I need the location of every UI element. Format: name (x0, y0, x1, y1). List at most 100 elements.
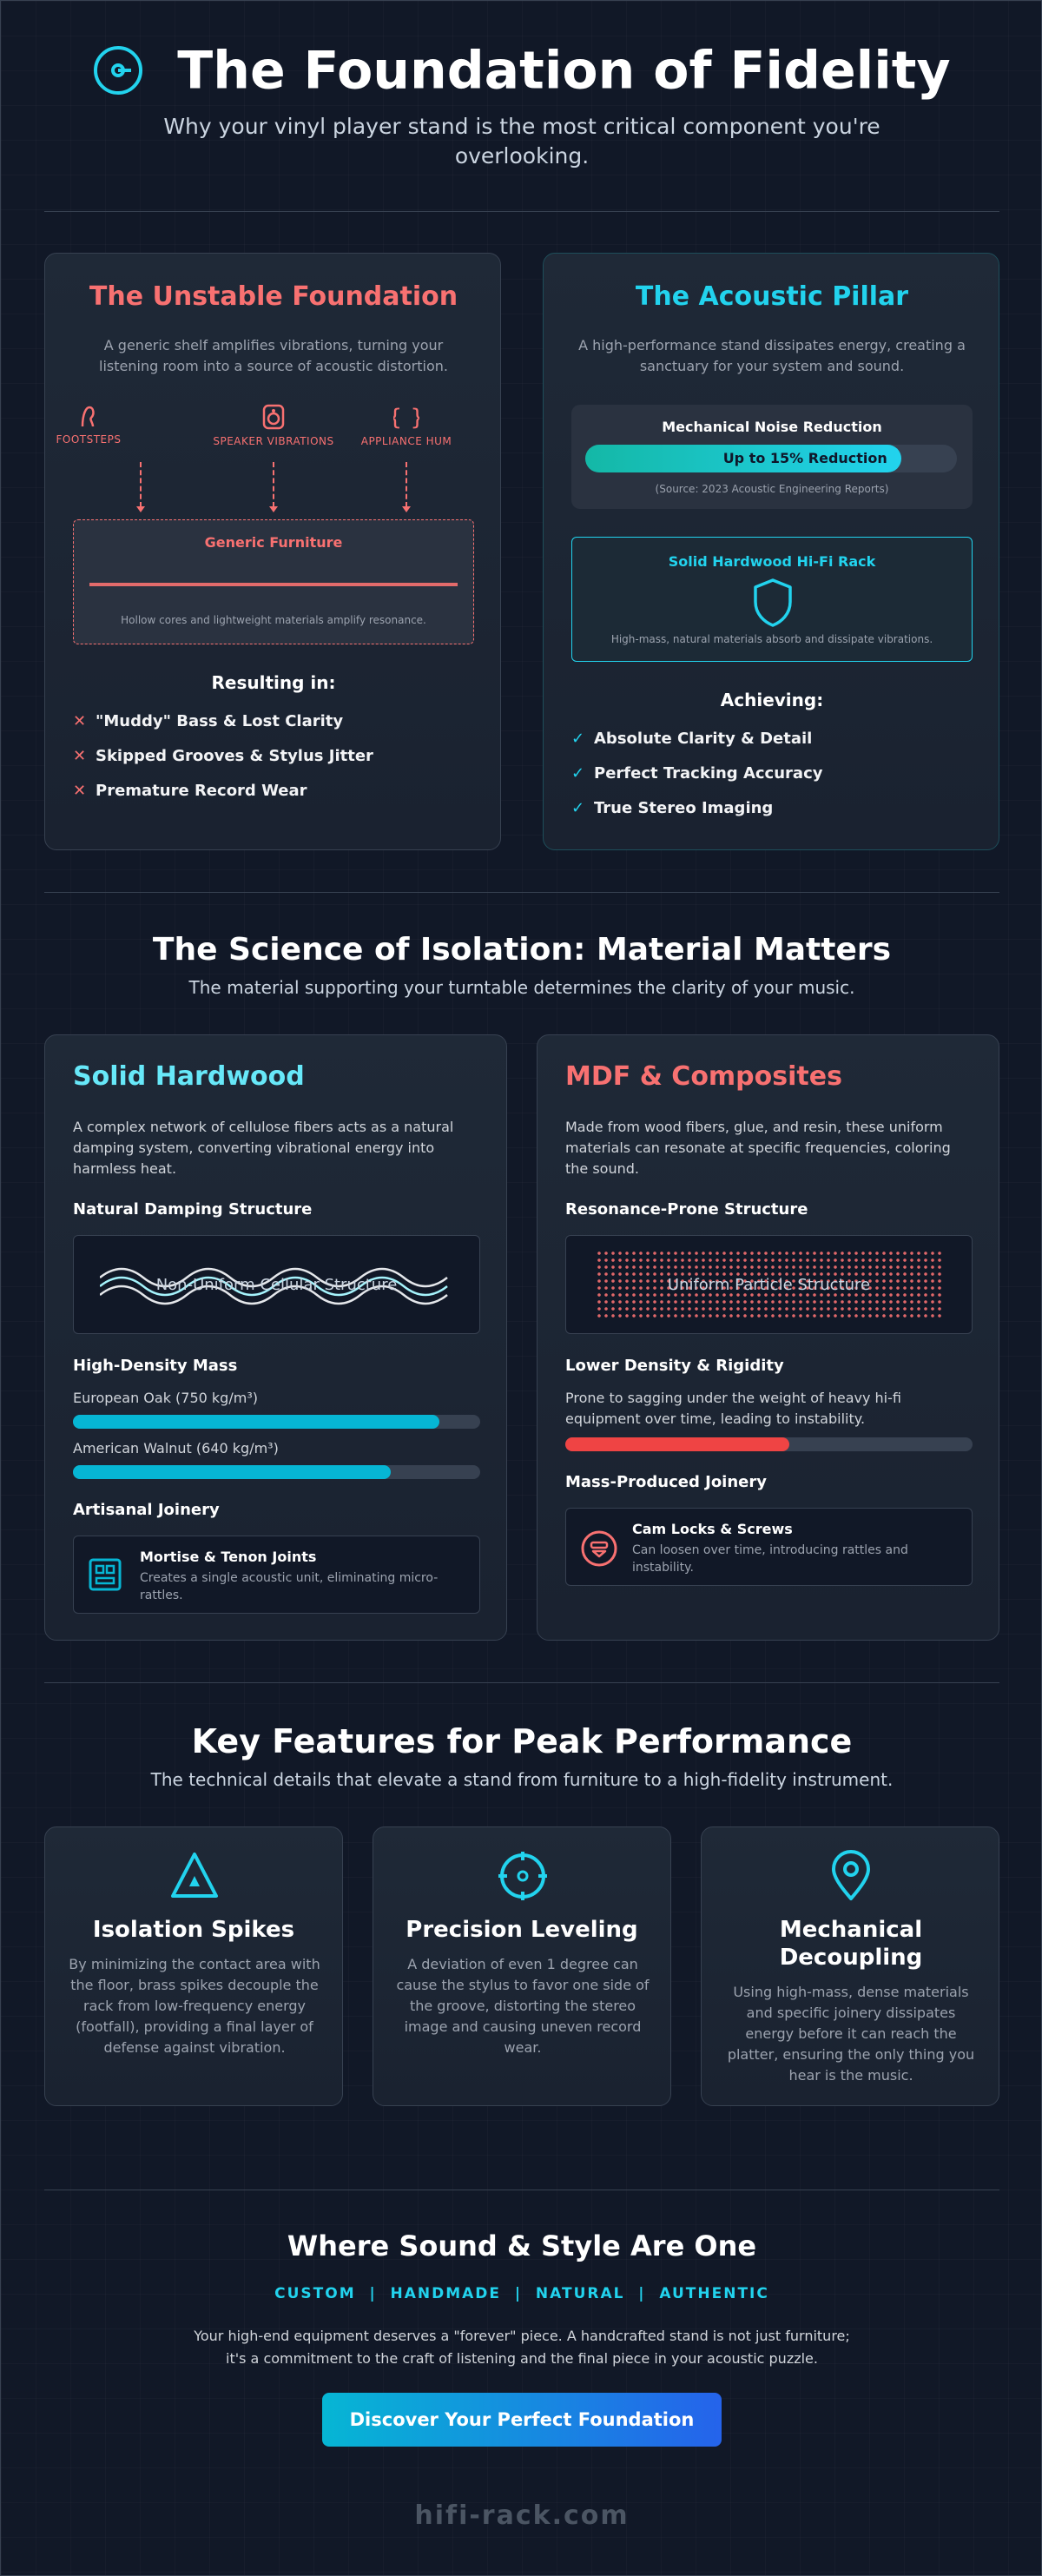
wave-structure-graphic (100, 1267, 448, 1305)
card-description: A complex network of cellulose fibers ac… (73, 1119, 454, 1177)
joinery-panel: Mortise & Tenon Joints Creates a single … (73, 1536, 480, 1614)
achieving-text: Perfect Tracking Accuracy (594, 764, 823, 783)
results-heading: Resulting in: (211, 672, 336, 693)
result-item: ✕ Skipped Grooves & Stylus Jitter (73, 747, 373, 765)
hardwood-rack-box: Solid Hardwood Hi-Fi Rack High-mass, nat… (571, 537, 973, 662)
result-text: Skipped Grooves & Stylus Jitter (96, 747, 373, 765)
divider (44, 211, 999, 212)
card-description: Made from wood fibers, glue, and resin, … (565, 1119, 951, 1177)
card-title: The Acoustic Pillar (635, 281, 909, 312)
feature-card: Mechanical Decoupling Using high-mass, d… (701, 1826, 999, 2106)
particle-dots-graphic (596, 1250, 943, 1319)
noise-heading: Mechanical Noise Reduction (662, 419, 882, 435)
divider (44, 1682, 999, 1683)
furniture-note: Hollow cores and lightweight materials a… (121, 614, 426, 626)
x-icon: ✕ (73, 747, 87, 765)
source-label: SPEAKER VIBRATIONS (213, 435, 334, 447)
card-title: Solid Hardwood (73, 1061, 305, 1092)
rack-note: High-mass, natural materials absorb and … (610, 633, 933, 645)
joinery-panel: Cam Locks & Screws Can loosen over time,… (565, 1508, 973, 1586)
unstable-foundation-card: The Unstable Foundation A generic shelf … (44, 253, 501, 850)
features-subtitle: The technical details that elevate a sta… (150, 1769, 894, 1790)
science-title: The Science of Isolation: Material Matte… (152, 932, 892, 968)
generic-furniture-box: Generic Furniture Hollow cores and light… (73, 519, 474, 644)
card-description: A high-performance stand dissipates ener… (578, 337, 966, 374)
joinery-heading: Artisanal Joinery (73, 1501, 220, 1519)
furniture-label: Generic Furniture (204, 534, 343, 551)
noise-bar-track: Up to 15% Reduction (585, 445, 957, 472)
feature-desc: By minimizing the contact area with the … (69, 1956, 320, 2056)
structure-label: Uniform Particle Structure (667, 1276, 871, 1294)
braces-icon: { } (393, 405, 419, 430)
crosshair-level-icon (498, 1852, 547, 1900)
card-title: The Unstable Foundation (89, 281, 458, 312)
joinery-title: Cam Locks & Screws (632, 1521, 793, 1537)
density-fill (565, 1437, 789, 1451)
check-icon: ✓ (571, 799, 585, 817)
achieving-text: True Stereo Imaging (594, 799, 774, 817)
noise-bar-label: Up to 15% Reduction (722, 450, 887, 466)
noise-reduction-panel: Mechanical Noise Reduction Up to 15% Red… (571, 405, 973, 509)
feature-desc: Using high-mass, dense materials and spe… (727, 1984, 975, 2084)
structure-label: Non-Uniform Cellular Structure (155, 1276, 398, 1294)
shield-icon (754, 578, 792, 627)
achieving-heading: Achieving: (720, 690, 824, 710)
x-icon: ✕ (73, 712, 87, 730)
feature-card: Precision Leveling A deviation of even 1… (373, 1826, 671, 2106)
wood-label: American Walnut (640 kg/m³) (73, 1440, 279, 1456)
noise-bar-fill: Up to 15% Reduction (585, 445, 901, 472)
page-title-row: The Foundation of Fidelity (1, 37, 1042, 101)
closing-title: Where Sound & Style Are One (287, 2229, 757, 2262)
feature-card: Isolation Spikes By minimizing the conta… (44, 1826, 343, 2106)
vibration-arrow (402, 462, 411, 512)
achieving-item: ✓ Absolute Clarity & Detail (571, 730, 812, 748)
achieving-item: ✓ True Stereo Imaging (571, 799, 773, 817)
check-icon: ✓ (571, 764, 585, 783)
feature-title: Mechanical Decoupling (779, 1917, 923, 1971)
joinery-heading: Mass-Produced Joinery (565, 1473, 767, 1491)
particle-structure-panel: Uniform Particle Structure (565, 1235, 973, 1334)
density-desc: Prone to sagging under the weight of hea… (565, 1390, 901, 1427)
result-item: ✕ "Muddy" Bass & Lost Clarity (73, 712, 343, 730)
feature-title: Isolation Spikes (92, 1917, 295, 1943)
result-item: ✕ Premature Record Wear (73, 782, 307, 800)
joinery-desc: Can loosen over time, introducing rattle… (632, 1543, 908, 1575)
closing-tags: CUSTOM | HANDMADE | NATURAL | AUTHENTIC (274, 2285, 769, 2302)
cellular-structure-panel: Non-Uniform Cellular Structure (73, 1235, 480, 1334)
vibration-arrow (269, 462, 278, 512)
record-logo-icon (94, 46, 143, 96)
noise-source: (Source: 2023 Acoustic Engineering Repor… (655, 483, 889, 495)
achieving-item: ✓ Perfect Tracking Accuracy (571, 764, 822, 783)
joinery-title: Mortise & Tenon Joints (140, 1549, 317, 1565)
features-title: Key Features for Peak Performance (191, 1722, 853, 1760)
furniture-shelf-line (89, 583, 458, 586)
speaker-icon (262, 404, 285, 430)
density-heading: Lower Density & Rigidity (565, 1357, 784, 1375)
mass-heading: High-Density Mass (73, 1357, 238, 1375)
page-title: The Foundation of Fidelity (177, 40, 951, 102)
feature-desc: A deviation of even 1 degree can cause t… (396, 1956, 650, 2056)
source-label: APPLIANCE HUM (360, 435, 452, 447)
wood-label: European Oak (750 kg/m³) (73, 1390, 258, 1406)
card-description: A generic shelf amplifies vibrations, tu… (99, 337, 448, 374)
discover-foundation-button[interactable]: Discover Your Perfect Foundation (322, 2393, 722, 2447)
achieving-text: Absolute Clarity & Detail (594, 730, 813, 748)
map-pin-icon (832, 1850, 870, 1900)
triangle-spike-icon (171, 1853, 218, 1898)
source-label: FOOTSTEPS (56, 433, 122, 446)
card-title: MDF & Composites (565, 1061, 842, 1092)
vibration-source-appliance: { } APPLIANCE HUM (337, 404, 476, 447)
result-text: "Muddy" Bass & Lost Clarity (96, 712, 344, 730)
joinery-desc: Creates a single acoustic unit, eliminat… (140, 1571, 439, 1602)
vibration-arrow (136, 462, 145, 512)
result-text: Premature Record Wear (96, 782, 307, 800)
density-track (565, 1437, 973, 1451)
footer-domain[interactable]: hifi-rack.com (414, 2500, 630, 2531)
wood-density-track (73, 1415, 480, 1429)
feature-title: Precision Leveling (406, 1917, 638, 1943)
rack-label: Solid Hardwood Hi-Fi Rack (668, 553, 876, 570)
hardwood-card: Solid Hardwood A complex network of cell… (44, 1034, 507, 1641)
structure-heading: Resonance-Prone Structure (565, 1200, 808, 1219)
divider (44, 892, 999, 893)
